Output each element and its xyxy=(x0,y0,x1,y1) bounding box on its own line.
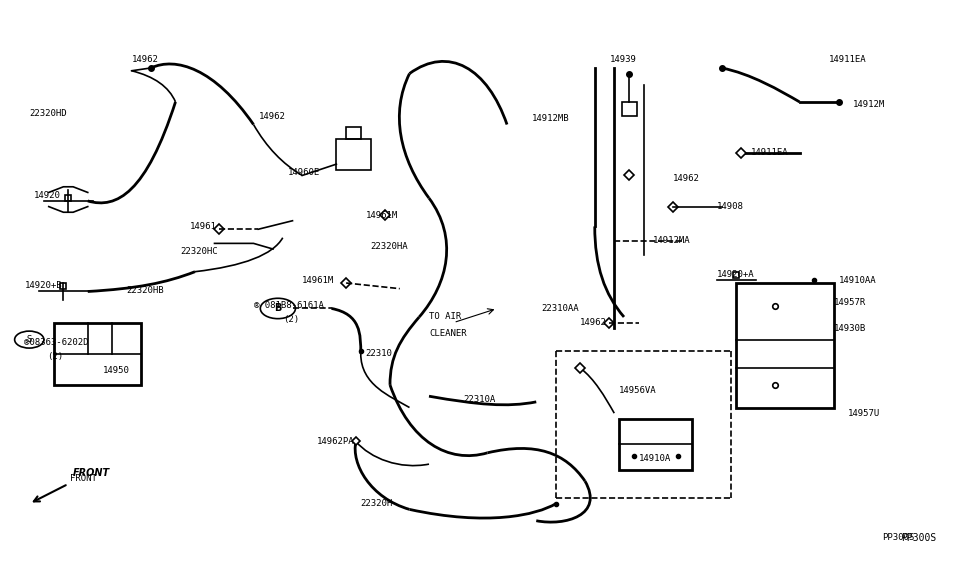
Text: 14961M: 14961M xyxy=(302,276,334,285)
Text: PP300S: PP300S xyxy=(882,533,915,542)
Bar xyxy=(619,419,692,470)
Bar xyxy=(736,283,834,408)
Text: FRONT: FRONT xyxy=(73,468,110,478)
Text: 22320H: 22320H xyxy=(361,499,393,508)
Bar xyxy=(54,323,141,385)
Text: 22310A: 22310A xyxy=(463,395,495,404)
Bar xyxy=(336,139,370,170)
Text: 14956VA: 14956VA xyxy=(619,386,657,395)
Text: S: S xyxy=(26,335,32,344)
Bar xyxy=(346,127,361,139)
Text: 14950: 14950 xyxy=(102,366,130,375)
Text: PP300S: PP300S xyxy=(901,533,936,543)
Text: 14911EA: 14911EA xyxy=(751,148,789,157)
Text: 14920: 14920 xyxy=(34,191,61,200)
Text: 14912MA: 14912MA xyxy=(653,236,691,245)
Text: 14920+A: 14920+A xyxy=(717,270,755,279)
Text: CLEANER: CLEANER xyxy=(429,329,467,338)
Text: 14911EA: 14911EA xyxy=(829,55,867,64)
Text: 14962: 14962 xyxy=(580,318,607,327)
Text: 14912MB: 14912MB xyxy=(531,114,569,123)
Text: 14961: 14961 xyxy=(190,222,217,231)
Text: B: B xyxy=(274,303,282,314)
Text: 14910A: 14910A xyxy=(639,454,671,463)
Text: 14962: 14962 xyxy=(673,174,700,183)
Text: 14962: 14962 xyxy=(132,55,159,64)
Text: 14912M: 14912M xyxy=(853,100,885,109)
Text: ®08363-6202D: ®08363-6202D xyxy=(24,338,89,347)
Text: 14939: 14939 xyxy=(609,55,637,64)
Text: 14961M: 14961M xyxy=(366,211,398,220)
Text: 14962: 14962 xyxy=(258,112,286,121)
Text: 14957R: 14957R xyxy=(834,298,866,307)
Text: 14957U: 14957U xyxy=(848,409,880,418)
Text: 14910AA: 14910AA xyxy=(838,276,877,285)
Text: 14920+B: 14920+B xyxy=(24,281,62,290)
Bar xyxy=(622,102,637,116)
Text: TO AIR: TO AIR xyxy=(429,312,461,321)
Text: 22320HC: 22320HC xyxy=(180,247,218,256)
Text: FRONT: FRONT xyxy=(70,474,98,483)
Text: (2): (2) xyxy=(47,352,63,361)
Text: 14908: 14908 xyxy=(717,202,744,211)
Text: 22320HD: 22320HD xyxy=(29,109,67,118)
Text: 14960E: 14960E xyxy=(288,168,320,177)
Text: 22310AA: 22310AA xyxy=(541,304,579,313)
Text: ® 081B8-6161A: ® 081B8-6161A xyxy=(254,301,324,310)
Text: 22320HA: 22320HA xyxy=(370,242,409,251)
Text: (2): (2) xyxy=(283,315,299,324)
Text: 14962PA: 14962PA xyxy=(317,437,355,446)
Text: 14930B: 14930B xyxy=(834,324,866,333)
Text: 22310: 22310 xyxy=(366,349,393,358)
Text: 22320HB: 22320HB xyxy=(127,286,165,295)
